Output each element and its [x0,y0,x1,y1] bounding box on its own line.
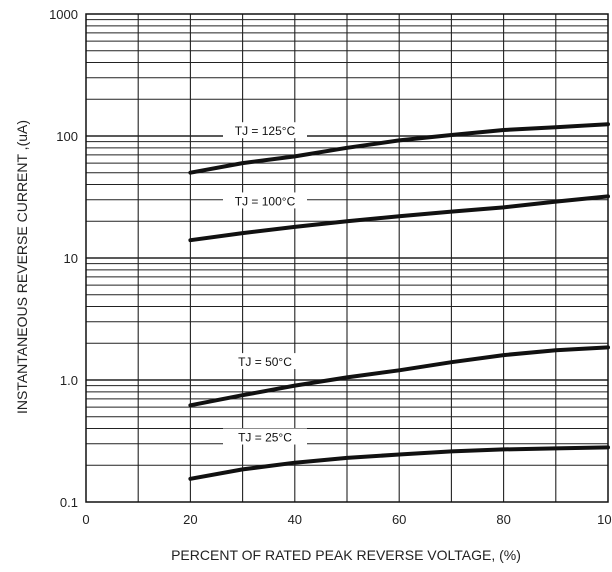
y-tick-label: 1000 [49,7,78,22]
series-label-2: TJ = 50°C [238,355,292,369]
y-tick-labels: 0.1 1.0 10 100 1000 [49,7,78,510]
series-label-3: TJ = 25°C [238,431,292,445]
y-tick-label: 10 [64,251,78,266]
x-tick-label: 100 [597,512,612,527]
series-label-1: TJ = 100°C [235,194,296,208]
y-tick-label: 100 [56,129,78,144]
x-tick-label: 0 [82,512,89,527]
x-tick-label: 80 [496,512,510,527]
x-axis-title: PERCENT OF RATED PEAK REVERSE VOLTAGE, (… [171,547,521,563]
x-tick-label: 20 [183,512,197,527]
x-tick-label: 60 [392,512,406,527]
x-tick-label: 40 [288,512,302,527]
y-axis-title: INSTANTANEOUS REVERSE CURRENT ,(uA) [14,120,30,414]
series-label-0: TJ = 125°C [235,124,296,138]
y-tick-label: 0.1 [60,495,78,510]
y-tick-label: 1.0 [60,373,78,388]
x-tick-labels: 0 20 40 60 80 100 [82,512,612,527]
